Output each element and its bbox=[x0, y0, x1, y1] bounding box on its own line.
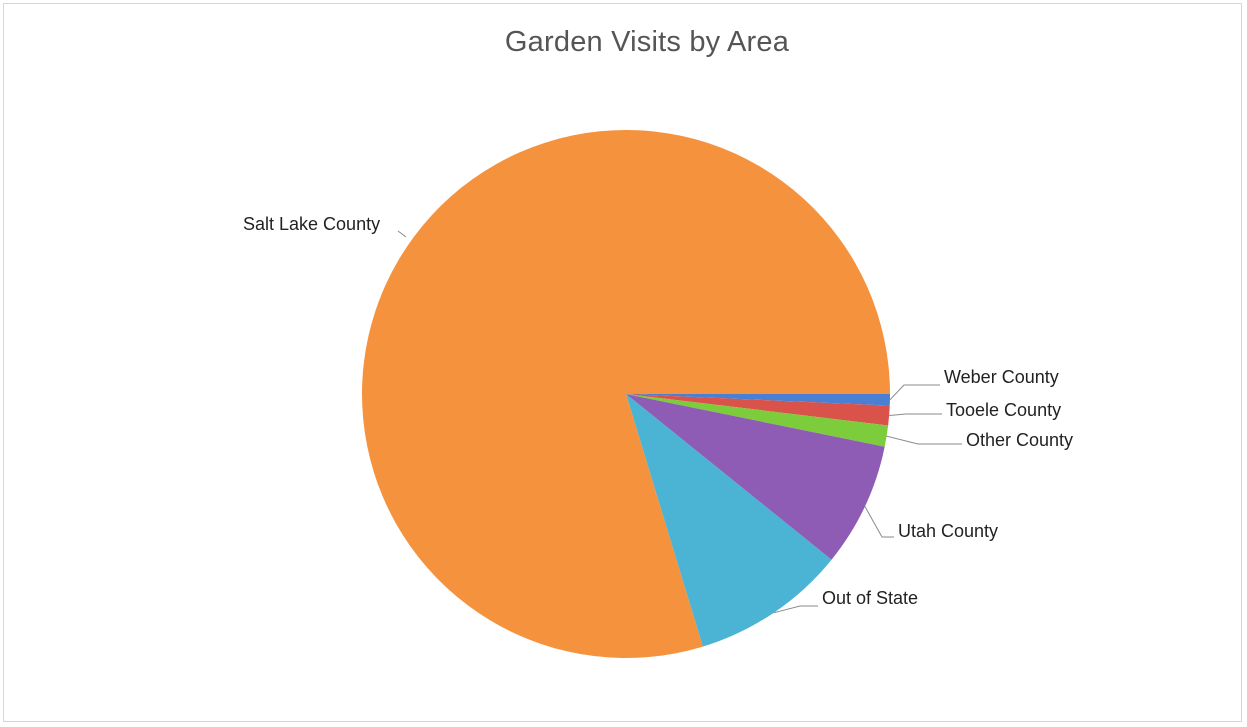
slice-label-salt-lake-county: Salt Lake County bbox=[243, 214, 380, 234]
leader-line-weber-county bbox=[889, 384, 940, 401]
slice-labels: Weber County Tooele County Other County Uta… bbox=[243, 214, 1073, 608]
pie-slice-utah-county bbox=[626, 394, 885, 560]
slice-label-utah-county: Utah County bbox=[898, 521, 998, 541]
leader-lines bbox=[397, 230, 962, 614]
slice-label-tooele-county: Tooele County bbox=[946, 400, 1061, 420]
leader-line-salt-lake-county bbox=[397, 230, 407, 238]
leader-line-tooele-county bbox=[889, 413, 942, 417]
slice-label-weber-county: Weber County bbox=[944, 367, 1059, 387]
pie-slice-weber-county bbox=[626, 394, 890, 406]
pie-slice-out-of-state bbox=[626, 394, 832, 647]
slice-label-other-county: Other County bbox=[966, 430, 1073, 450]
leader-line-other-county bbox=[886, 435, 962, 445]
pie-slice-salt-lake-county bbox=[362, 130, 891, 658]
pie-slice-other-county bbox=[626, 394, 889, 447]
pie-slice-tooele-county bbox=[626, 394, 890, 426]
leader-line-out-of-state bbox=[773, 605, 818, 614]
pie-slices bbox=[362, 130, 891, 658]
leader-line-utah-county bbox=[864, 506, 894, 538]
chart-title: Garden Visits by Area bbox=[504, 26, 790, 58]
slice-label-out-of-state: Out of State bbox=[822, 588, 918, 608]
